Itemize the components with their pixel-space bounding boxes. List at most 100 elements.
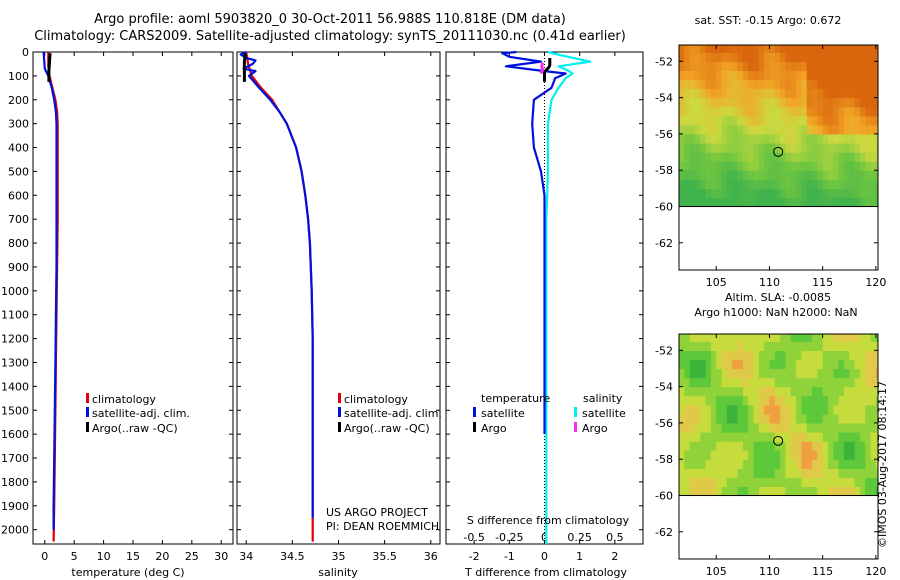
sst-map-cell [780, 88, 786, 99]
sla-map-cell [716, 359, 723, 370]
sst-map-cell [737, 70, 744, 81]
sla-map-cell [796, 432, 802, 442]
sst-map-cell [806, 143, 813, 153]
sla-map-cell [753, 432, 760, 442]
sla-map-cell [764, 468, 770, 478]
sst-map-cell [695, 45, 701, 53]
sla-map-cell [817, 486, 824, 497]
sst-map-cell [726, 97, 733, 108]
sla-map-cell [817, 441, 824, 451]
sla-map-cell [806, 450, 813, 460]
depth-tick-label: 500 [8, 165, 29, 178]
sst-map-cell [780, 152, 786, 162]
sst-map-cell [843, 133, 850, 144]
sst-map-cell [812, 52, 818, 62]
sst-map-cell [774, 197, 781, 208]
sla-map-cell [870, 413, 877, 424]
sla-map-cell [838, 422, 845, 433]
sla-map-cell [726, 468, 733, 478]
sst-map-cell [684, 170, 691, 180]
sla-map-ytick-label: -54 [655, 381, 673, 394]
sla-map-cell [679, 395, 685, 406]
sst-map-cell [790, 170, 797, 180]
sst-map-cell [726, 79, 733, 90]
sst-map-cell [753, 179, 760, 189]
difference-panel: -2 -1 0 1 2 -0.5 -0.25 0 0.25 0.5 [445, 50, 644, 563]
sst-map-cell [865, 143, 872, 153]
sst-map-cell [828, 170, 834, 180]
sla-map-cell [742, 413, 749, 424]
sst-map-cell [849, 133, 856, 144]
sst-map-cell [843, 106, 850, 117]
sla-map-cell [812, 386, 818, 397]
sla-map-cell [875, 386, 878, 397]
sla-map-cell [854, 468, 861, 478]
sst-map-cell [679, 45, 685, 53]
sla-map-cell [700, 341, 707, 351]
sla-map-cell [774, 341, 781, 351]
sst-map-cell [721, 88, 728, 99]
sst-map-cell [742, 188, 749, 198]
sst-map-cell [721, 161, 728, 171]
sst-map-cell [828, 106, 834, 117]
sst-map-cell [716, 188, 723, 198]
sst-map-cell [684, 45, 691, 53]
sla-map-cell [716, 395, 723, 406]
sla-map-cell [822, 413, 829, 424]
sla-map-cell [695, 386, 701, 397]
sla-map-cell [700, 422, 707, 433]
sla-map-cell [790, 359, 797, 370]
sst-map-cell [796, 52, 802, 62]
sst-map-cell [705, 188, 712, 198]
sla-map-ytick-label: -52 [655, 344, 673, 357]
sst-map-cell [822, 133, 829, 144]
sla-map-cell [838, 341, 845, 351]
sst-map-cell [748, 152, 755, 162]
sla-map-cell [801, 341, 808, 351]
sst-map-cell [785, 52, 792, 62]
sla-map-cell [849, 341, 856, 351]
sla-map-ytick-label: -58 [655, 453, 673, 466]
difference-legend-swatch-s-argo [574, 422, 577, 432]
sla-map-cell [716, 441, 723, 451]
sst-map-cell [875, 88, 878, 99]
sst-map-cell [774, 143, 781, 153]
sst-map-cell [689, 70, 696, 81]
sst-map-cell [822, 197, 829, 208]
sst-map-cell [753, 79, 760, 90]
sla-map-cell [801, 334, 808, 342]
sla-map-cell [705, 341, 712, 351]
sst-map-cell [838, 188, 845, 198]
sst-map-cell [742, 143, 749, 153]
sla-map-cell [764, 377, 770, 388]
sst-map-cell [737, 115, 744, 126]
sla-map-cell [801, 477, 808, 487]
sla-map-cell [732, 432, 739, 442]
sst-map-cell [721, 52, 728, 62]
sla-map-cell [737, 395, 744, 406]
sst-map-cell [806, 115, 813, 126]
sla-map-cell [689, 368, 696, 379]
sst-map-cell [753, 133, 760, 144]
sla-map-cell [838, 377, 845, 388]
sla-map-cell [689, 486, 696, 497]
sst-map-cell [833, 45, 840, 53]
sla-map-cell [695, 486, 701, 497]
sst-map-cell [801, 52, 808, 62]
sla-map-cell [721, 468, 728, 478]
sst-map-cell [833, 70, 840, 81]
sla-map-cell [737, 468, 744, 478]
sla-map-cell [870, 368, 877, 379]
sst-map-cell [758, 97, 765, 108]
sst-map-cell [833, 97, 840, 108]
sla-map-cell [726, 441, 733, 451]
sla-map-cell [822, 341, 829, 351]
sla-map-cell [838, 404, 845, 415]
sst-map-cell [780, 161, 786, 171]
sla-map-cell [801, 404, 808, 415]
sla-map-cell [801, 486, 808, 497]
sst-map-cell [726, 124, 733, 135]
sst-map-cell [865, 45, 872, 53]
sla-map-cell [817, 459, 824, 469]
sla-map-cell [689, 350, 696, 360]
